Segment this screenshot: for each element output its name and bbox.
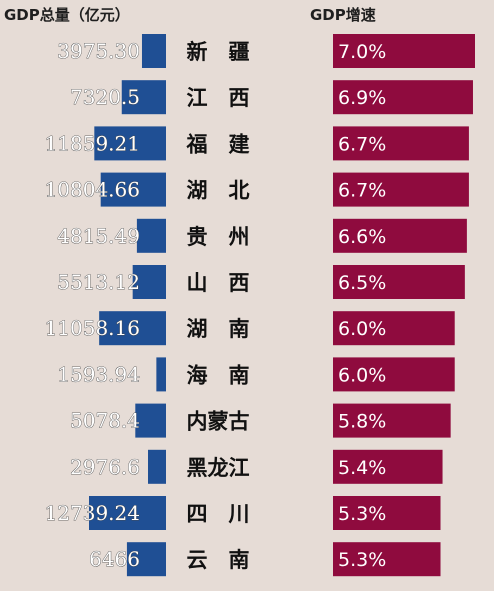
growth-bar [333, 126, 469, 161]
gdp-bar [135, 403, 166, 438]
growth-bar [333, 172, 469, 207]
gdp-value-label: 3975.30 [57, 39, 140, 63]
gdp-value-label: 6466 [89, 547, 140, 571]
gdp-value-label: 5078.4 [70, 409, 140, 433]
gdp-value-label: 5513.12 [57, 270, 140, 294]
gdp-growth-header: GDP增速 [310, 6, 376, 24]
growth-bar [333, 496, 441, 530]
gdp-total-header: GDP总量（亿元） [4, 6, 130, 24]
growth-bar [333, 449, 443, 484]
province-label: 山 西 [187, 270, 250, 295]
gdp-value-label: 4815.49 [57, 224, 140, 248]
growth-value-label: 5.8% [338, 411, 386, 433]
growth-bar [333, 311, 455, 346]
growth-value-label: 6.9% [338, 87, 386, 109]
growth-bar [333, 357, 455, 392]
growth-value-label: 5.4% [338, 457, 386, 479]
growth-bar [333, 403, 451, 438]
gdp-value-label: 10804.66 [45, 178, 140, 202]
province-label: 海 南 [187, 362, 250, 387]
growth-value-label: 6.7% [338, 180, 386, 202]
growth-value-label: 6.6% [338, 226, 386, 248]
growth-bar [333, 80, 473, 115]
growth-value-label: 7.0% [338, 41, 386, 63]
gdp-bar [100, 172, 166, 207]
gdp-value-label: 1593.94 [57, 362, 140, 386]
province-label: 湖 南 [187, 316, 250, 341]
gdp-bar [121, 80, 166, 115]
province-label: 云 南 [187, 547, 250, 572]
gdp-bar [94, 126, 166, 161]
growth-value-label: 6.7% [338, 133, 386, 155]
gdp-bar [136, 218, 166, 253]
gdp-bar [148, 449, 166, 484]
gdp-value-label: 12739.24 [45, 501, 140, 525]
gdp-bar [89, 496, 166, 530]
growth-bar [333, 34, 475, 68]
gdp-bar [99, 311, 166, 346]
gdp-value-label: 2976.6 [70, 455, 140, 479]
gdp-value-label: 11058.16 [45, 316, 140, 340]
gdp-bar [126, 542, 166, 577]
gdp-value-label: 7320.5 [70, 85, 140, 109]
growth-value-label: 6.0% [338, 318, 386, 340]
province-label: 黑龙江 [187, 455, 250, 480]
gdp-bar [156, 357, 166, 392]
province-label: 内蒙古 [187, 409, 250, 434]
chart-rows: 3975.30 新 疆 7.0% 7320.5 江 西 6.9% 11859.21 福 建 6.… [44, 34, 475, 577]
growth-value-label: 6.0% [338, 364, 386, 386]
growth-bar [333, 265, 465, 299]
growth-bar [333, 218, 467, 253]
province-label: 贵 州 [187, 224, 250, 249]
province-label: 江 西 [187, 85, 250, 110]
province-label: 福 建 [186, 131, 250, 156]
province-label: 四 川 [187, 501, 250, 526]
province-label: 新 疆 [187, 39, 250, 64]
gdp-bar [141, 34, 166, 68]
gdp-value-label: 11859.21 [45, 131, 140, 155]
growth-value-label: 6.5% [338, 272, 386, 294]
gdp-bar [132, 265, 166, 299]
growth-bar [333, 542, 441, 577]
province-label: 湖 北 [187, 178, 250, 203]
growth-value-label: 5.3% [338, 549, 386, 571]
growth-value-label: 5.3% [338, 503, 386, 525]
